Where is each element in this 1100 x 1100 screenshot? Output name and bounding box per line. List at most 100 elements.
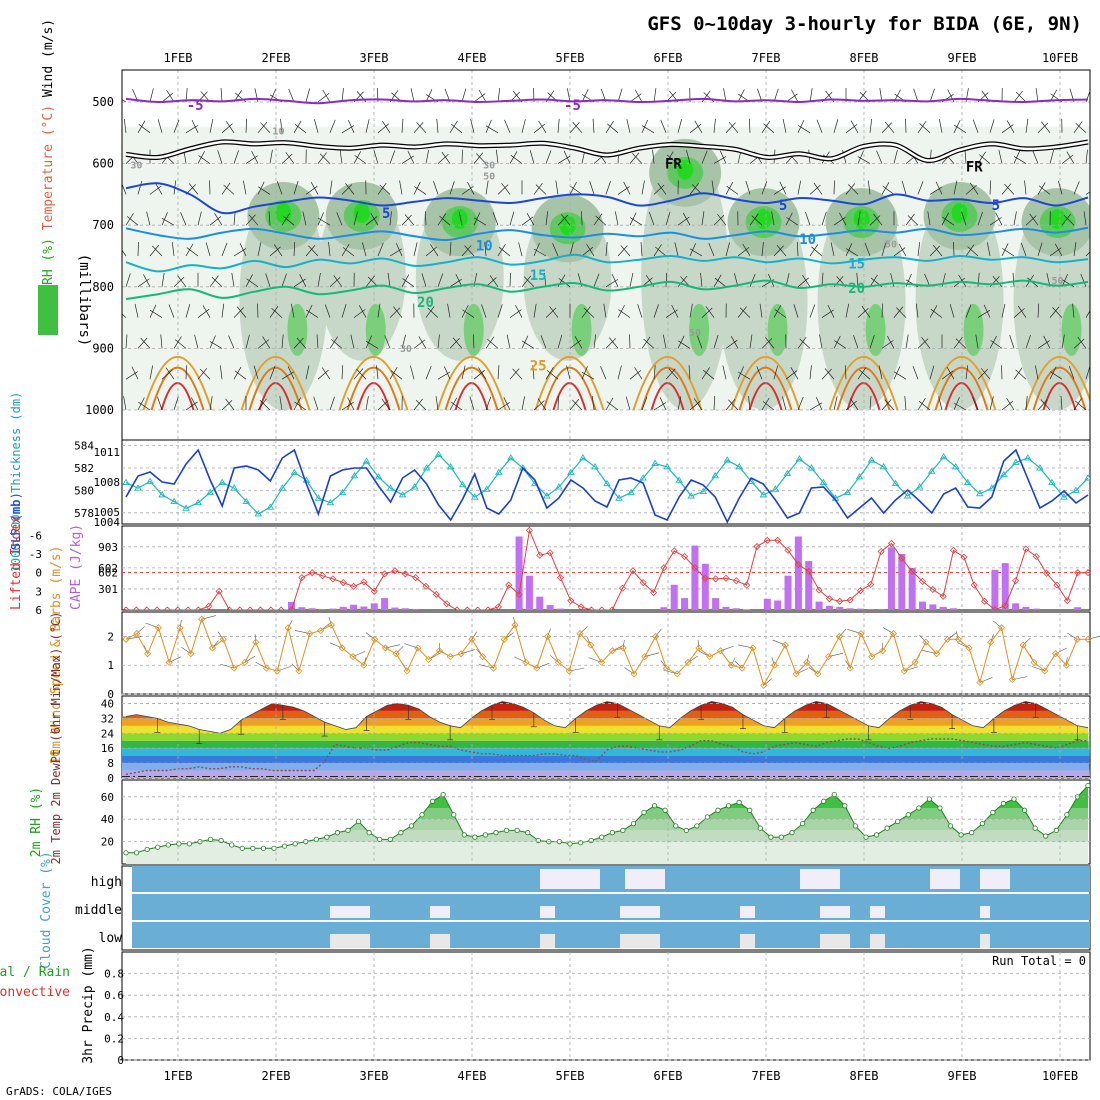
thickness-point-26 xyxy=(434,450,443,458)
barb-15-650 xyxy=(305,185,318,195)
barb-43-600 xyxy=(632,153,643,164)
li-point-64 xyxy=(784,546,792,554)
barb-11-800 xyxy=(246,278,259,288)
thickness-point-78 xyxy=(1060,493,1068,500)
barb-16-550 xyxy=(314,119,319,133)
li-point-26 xyxy=(391,567,399,575)
barb-10-850 xyxy=(236,306,247,318)
barb-58-900 xyxy=(819,334,823,349)
top-date-3FEB: 3FEB xyxy=(360,51,389,65)
barb-66-900 xyxy=(917,338,929,349)
barb-50-700 xyxy=(717,213,727,226)
barb-74-650 xyxy=(1004,183,1015,195)
wind-point-1 xyxy=(133,630,141,638)
wind-point-32 xyxy=(468,635,476,643)
barb-25-1000 xyxy=(415,399,427,411)
barb-2-850 xyxy=(149,304,157,318)
thickness-point-4 xyxy=(170,497,178,505)
barb-44-600 xyxy=(652,149,655,164)
rh-low-3 xyxy=(571,303,592,356)
contour-label-4: 5 xyxy=(992,198,1000,214)
barb-61-750 xyxy=(845,248,859,257)
barb-13-650 xyxy=(276,181,283,195)
barb-45-650 xyxy=(657,182,667,195)
barb-20-1000 xyxy=(365,396,369,411)
li-point-82 xyxy=(970,581,978,589)
wind-point-24 xyxy=(381,644,389,652)
barb-34-850 xyxy=(533,303,537,318)
barb-14-650 xyxy=(293,180,299,195)
slp-tick-1005: 1005 xyxy=(94,506,121,519)
barb-43-500 xyxy=(634,89,643,103)
warm-contour-1-1 xyxy=(248,366,303,411)
barb-3-850 xyxy=(149,309,163,318)
li-point-53 xyxy=(670,547,678,555)
barb-37-750 xyxy=(569,242,574,257)
rh-tick-20: 20 xyxy=(101,836,114,849)
thickness-point-67 xyxy=(927,467,936,474)
thickness-point-44 xyxy=(651,459,659,466)
rh-point-35 xyxy=(493,830,499,836)
cape-bar-65 xyxy=(794,536,802,610)
barb-73-700 xyxy=(995,212,1003,226)
barb-24-950 xyxy=(410,365,415,380)
barb-69-700 xyxy=(942,216,955,226)
rh-point-54 xyxy=(694,823,700,829)
barb-38-650 xyxy=(570,186,583,195)
barb-11-1000 xyxy=(257,398,267,411)
barb-26-750 xyxy=(430,244,439,257)
barb-62-800 xyxy=(869,274,878,287)
barb-68-1000 xyxy=(938,396,943,411)
thickness-point-77 xyxy=(1048,478,1056,486)
barb-26-550 xyxy=(436,118,439,133)
barb-18-900 xyxy=(331,339,343,349)
wind-barb-32 xyxy=(471,631,478,640)
contour-label-19: 50 xyxy=(689,328,701,339)
barb-26-800 xyxy=(437,273,444,287)
li-point-5 xyxy=(174,606,182,610)
contour-label-10: 20 xyxy=(848,281,865,297)
barb-3-1000 xyxy=(157,396,163,411)
li-point-4 xyxy=(163,606,171,610)
barb-30-550 xyxy=(485,119,492,133)
barb-24-800 xyxy=(402,278,415,288)
barb-54-1000 xyxy=(762,401,775,411)
barb-66-1000 xyxy=(917,397,926,411)
wind-point-64 xyxy=(814,670,822,678)
barb-33-750 xyxy=(518,242,523,257)
wind-point-56 xyxy=(727,661,735,669)
wind-barb-25 xyxy=(396,646,404,654)
wind-point-45 xyxy=(608,647,616,655)
barb-49-950 xyxy=(703,369,715,380)
barb-80-1000 xyxy=(1075,400,1087,411)
barb-2-650 xyxy=(149,185,162,195)
barb-66-650 xyxy=(917,181,924,195)
barb-66-550 xyxy=(917,121,927,134)
cape-bar-25 xyxy=(381,598,389,610)
barb-4-800 xyxy=(173,276,185,288)
barb-29-600 xyxy=(473,152,484,164)
barb-1-850 xyxy=(134,303,139,318)
pressure-tick-900: 900 xyxy=(92,341,114,355)
li-point-68 xyxy=(825,595,833,603)
rh-point-12 xyxy=(250,845,256,851)
barb-39-900 xyxy=(593,334,597,349)
cape-bar-62 xyxy=(763,598,771,610)
barb-33-900 xyxy=(521,335,529,349)
barb-15-950 xyxy=(305,365,310,380)
barb-40-750 xyxy=(605,242,608,257)
barb-28-550 xyxy=(450,123,463,134)
barb-69-550 xyxy=(953,120,961,133)
thickness-point-21 xyxy=(374,473,383,480)
barb-48-800 xyxy=(700,272,703,287)
barb-61-650 xyxy=(848,184,859,195)
rh-point-84 xyxy=(1011,796,1017,802)
barb-0-900 xyxy=(125,334,128,349)
rh-saturated-5 xyxy=(755,209,772,230)
wind-point-62 xyxy=(792,670,800,678)
barb-38-950 xyxy=(581,366,588,380)
barb-47-600 xyxy=(686,149,691,164)
rh-axis-label: 2m RH (%) xyxy=(29,787,44,857)
wind-point-23 xyxy=(371,635,379,643)
